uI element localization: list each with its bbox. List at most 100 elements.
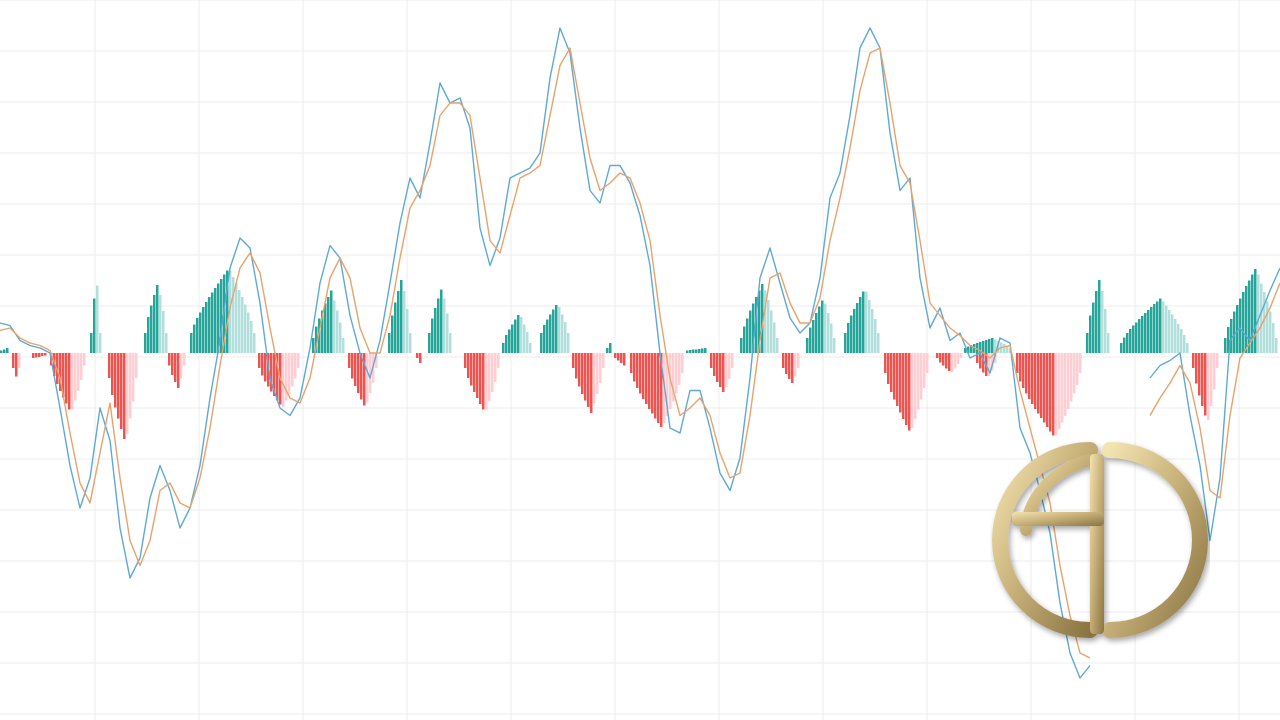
histogram-bar — [973, 343, 976, 353]
histogram-bar — [491, 353, 494, 392]
histogram-bar — [162, 311, 165, 353]
histogram-bar — [830, 323, 833, 353]
histogram-bar — [446, 313, 449, 353]
histogram-bar — [247, 312, 250, 353]
histogram-bar — [276, 353, 279, 401]
histogram-bar — [321, 310, 324, 353]
histogram-bar — [449, 333, 452, 353]
histogram-bar — [877, 333, 880, 353]
histogram-bar — [41, 353, 44, 357]
histogram-bar — [902, 353, 905, 419]
histogram-bar — [740, 338, 743, 353]
histogram-bar — [713, 353, 716, 376]
histogram-bar — [467, 353, 470, 378]
histogram-bar — [333, 300, 336, 353]
brand-logo — [992, 442, 1208, 638]
histogram-bar — [695, 349, 698, 353]
histogram-bar — [1248, 280, 1251, 353]
histogram-bar — [675, 353, 678, 394]
histogram-bar — [59, 353, 62, 391]
histogram-bar — [731, 353, 734, 368]
histogram-bar — [443, 298, 446, 353]
histogram-bar — [926, 353, 929, 373]
histogram-bar — [1233, 311, 1236, 353]
histogram-bar — [12, 353, 15, 368]
histogram-bar — [609, 343, 612, 353]
histogram-bar — [812, 319, 815, 353]
histogram-bar — [434, 308, 437, 353]
histogram-bar — [689, 350, 692, 353]
histogram-bar — [53, 353, 56, 376]
histogram-bar — [485, 353, 488, 410]
histogram-bar — [1195, 353, 1198, 384]
histogram-bar — [1138, 319, 1141, 353]
histogram-bar — [1019, 353, 1022, 382]
histogram-bar — [806, 338, 809, 353]
histogram-bar — [654, 353, 657, 419]
histogram-bar — [651, 353, 654, 414]
histogram-bar — [606, 348, 609, 353]
histogram-bar — [520, 317, 523, 353]
histogram-bar — [905, 353, 908, 425]
histogram-bar — [951, 353, 954, 373]
histogram-bar — [62, 353, 65, 398]
histogram-series — [0, 269, 1278, 440]
histogram-bar — [575, 353, 578, 379]
histogram-bar — [994, 339, 997, 353]
histogram-bar — [171, 353, 174, 375]
histogram-bar — [1242, 292, 1245, 353]
histogram-bar — [1260, 283, 1263, 353]
histogram-bar — [270, 353, 273, 392]
histogram-bar — [123, 353, 126, 440]
histogram-bar — [716, 353, 719, 382]
histogram-bar — [1198, 353, 1201, 396]
histogram-bar — [701, 348, 704, 353]
histogram-bar — [220, 278, 223, 353]
histogram-bar — [1165, 305, 1168, 353]
histogram-bar — [253, 333, 256, 353]
histogram-bar — [617, 353, 620, 361]
histogram-bar — [1227, 327, 1230, 353]
histogram-bar — [1230, 318, 1233, 353]
histogram-bar — [546, 319, 549, 353]
histogram-bar — [884, 353, 887, 373]
histogram-bar — [728, 353, 731, 379]
histogram-bar — [217, 283, 220, 353]
histogram-bar — [785, 353, 788, 375]
histogram-bar — [183, 353, 186, 366]
histogram-bar — [994, 353, 997, 363]
histogram-bar — [250, 321, 253, 353]
histogram-bar — [375, 353, 378, 368]
histogram-bar — [809, 327, 812, 353]
histogram-bar — [821, 300, 824, 353]
histogram-bar — [979, 353, 982, 369]
histogram-bar — [324, 303, 327, 353]
histogram-bar — [596, 353, 599, 394]
histogram-bar — [948, 353, 951, 371]
histogram-bar — [1251, 274, 1254, 353]
histogram-bar — [1095, 290, 1098, 353]
histogram-bar — [479, 353, 482, 405]
histogram-bar — [648, 353, 651, 409]
histogram-bar — [83, 353, 86, 366]
histogram-bar — [400, 280, 403, 353]
histogram-bar — [205, 301, 208, 353]
histogram-bar — [1224, 338, 1227, 353]
histogram-bar — [555, 304, 558, 353]
histogram-bar — [871, 309, 874, 353]
histogram-bar — [464, 353, 467, 368]
histogram-bar — [584, 353, 587, 401]
histogram-bar — [899, 353, 902, 413]
histogram-bar — [633, 353, 636, 382]
histogram-bar — [1162, 301, 1165, 353]
histogram-bar — [1174, 319, 1177, 353]
histogram-bar — [258, 353, 261, 368]
histogram-bar — [440, 289, 443, 353]
histogram-bar — [108, 353, 111, 378]
histogram-bar — [1254, 269, 1257, 353]
histogram-bar — [590, 353, 593, 413]
histogram-bar — [746, 318, 749, 353]
histogram-bar — [508, 329, 511, 353]
histogram-bar — [1239, 298, 1242, 353]
